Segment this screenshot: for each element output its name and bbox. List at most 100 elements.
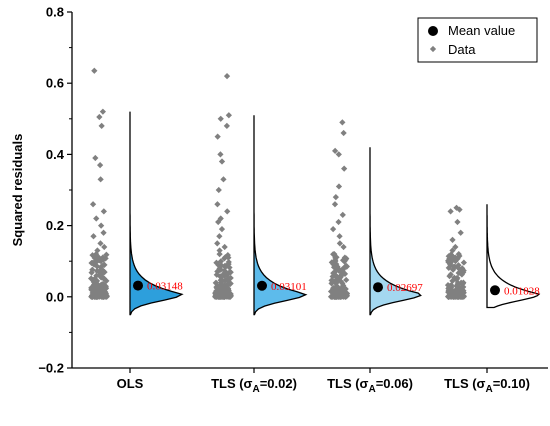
data-point [218, 158, 226, 165]
mean-value-label: 0.01828 [504, 285, 540, 297]
data-point [223, 122, 230, 130]
legend-mean-marker [428, 26, 438, 36]
category-group: 0.03148 [88, 67, 184, 316]
legend-label-mean: Mean value [448, 23, 515, 38]
data-point [332, 194, 339, 201]
data-point [335, 183, 343, 190]
category-group: 0.02697 [327, 119, 423, 316]
data-point [339, 280, 346, 287]
data-point [457, 229, 464, 236]
data-point [339, 211, 346, 219]
data-point [100, 229, 107, 236]
data-point [216, 233, 223, 240]
data-point [227, 274, 234, 282]
data-point [223, 72, 231, 80]
data-point [332, 278, 340, 285]
data-point [341, 165, 348, 172]
data-point [217, 151, 224, 158]
mean-value-label: 0.03101 [271, 281, 307, 293]
data-point [452, 243, 459, 251]
mean-value-label: 0.02697 [387, 282, 423, 294]
data-point [218, 226, 226, 233]
data-point [447, 271, 454, 278]
data-point [214, 201, 221, 208]
x-category-label: TLS (σA=0.10) [444, 376, 530, 395]
data-point [96, 161, 104, 169]
data-point [457, 293, 464, 300]
data-point [93, 215, 100, 222]
data-point [332, 273, 340, 280]
data-point [340, 129, 347, 137]
y-tick-label: 0.6 [46, 76, 64, 91]
data-point [449, 291, 456, 299]
data-point [97, 240, 104, 247]
data-point [330, 226, 337, 233]
data-point [335, 218, 342, 226]
data-point [100, 208, 107, 215]
data-point [96, 113, 103, 121]
mean-marker [373, 282, 383, 293]
legend-label-data: Data [448, 42, 476, 57]
data-point [225, 112, 232, 119]
data-point [340, 243, 347, 251]
y-axis-label: Squared residuals [10, 134, 25, 247]
data-point [339, 267, 346, 274]
data-point [328, 277, 335, 284]
density-violin [486, 204, 541, 309]
legend: Mean value Data [417, 17, 538, 63]
data-point [332, 293, 339, 300]
density-violin [129, 111, 184, 316]
data-point [343, 263, 351, 270]
density-violin [253, 115, 308, 316]
mean-marker [257, 280, 267, 291]
data-point [91, 67, 98, 74]
data-point [97, 176, 104, 183]
data-point [214, 240, 221, 247]
data-point [447, 261, 454, 268]
y-tick-label: −0.2 [38, 361, 64, 376]
plot-area: 0.03148 0.03101 0.02697 0.01828 [88, 67, 541, 316]
data-point [98, 222, 105, 229]
data-point [99, 108, 106, 115]
mean-marker [133, 280, 143, 291]
mean-value-label: 0.03148 [147, 281, 183, 293]
data-point [332, 258, 339, 265]
data-point [217, 115, 224, 122]
data-point [331, 201, 339, 208]
data-point [224, 208, 231, 215]
legend-box [417, 17, 538, 63]
category-group: 0.03101 [211, 72, 308, 316]
data-point [454, 274, 461, 282]
data-point [453, 282, 461, 289]
data-point [343, 276, 350, 284]
y-tick-label: 0.2 [46, 218, 64, 233]
data-point [330, 270, 337, 277]
data-point [459, 280, 467, 287]
data-point [337, 273, 345, 280]
data-point [216, 250, 223, 258]
data-point [220, 176, 227, 183]
data-point [452, 254, 459, 261]
data-point [214, 133, 221, 140]
data-point [447, 208, 454, 215]
data-point [455, 262, 462, 269]
y-axis: −0.2 0.0 0.2 0.4 0.6 0.8 [38, 5, 73, 376]
data-point [460, 259, 467, 266]
x-category-label: OLS [117, 376, 144, 391]
density-violin [369, 147, 422, 316]
data-point [458, 288, 465, 296]
data-point [341, 254, 348, 261]
data-point [449, 236, 456, 243]
data-point [336, 233, 343, 240]
x-category-label: TLS (σA=0.06) [327, 376, 413, 395]
category-group: 0.01828 [444, 204, 541, 309]
data-point [93, 250, 100, 258]
data-point [92, 154, 99, 162]
mean-marker [490, 285, 500, 296]
x-category-label: TLS (σA=0.02) [211, 376, 297, 395]
data-point [448, 283, 455, 291]
data-point [215, 218, 222, 226]
data-point [460, 269, 467, 276]
y-tick-label: 0.0 [46, 289, 64, 304]
